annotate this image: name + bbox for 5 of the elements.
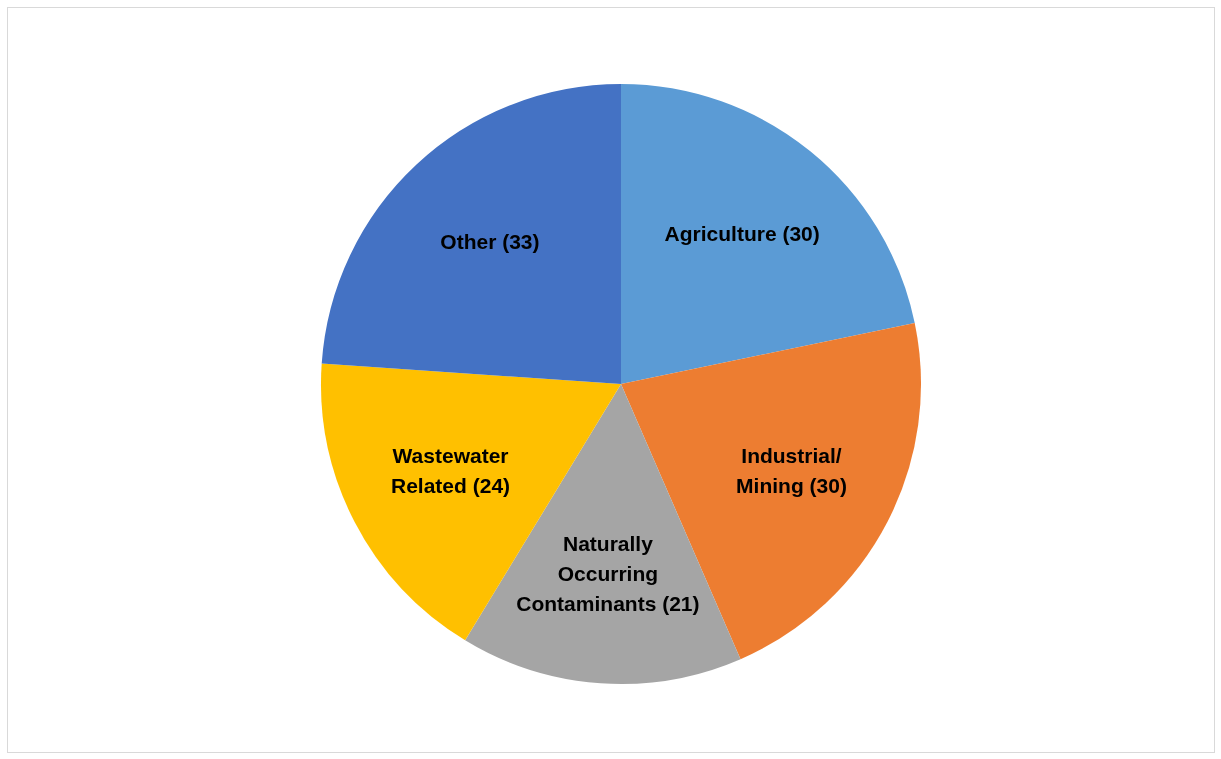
slice-label: Industrial/ Mining (30) (736, 444, 847, 498)
slice-label: Agriculture (30) (664, 221, 820, 245)
slice-label: Other (33) (440, 230, 540, 254)
slice-label: Wastewater Related (24) (391, 444, 511, 498)
slice-label: Naturally Occurring Contaminants (21) (516, 532, 700, 616)
